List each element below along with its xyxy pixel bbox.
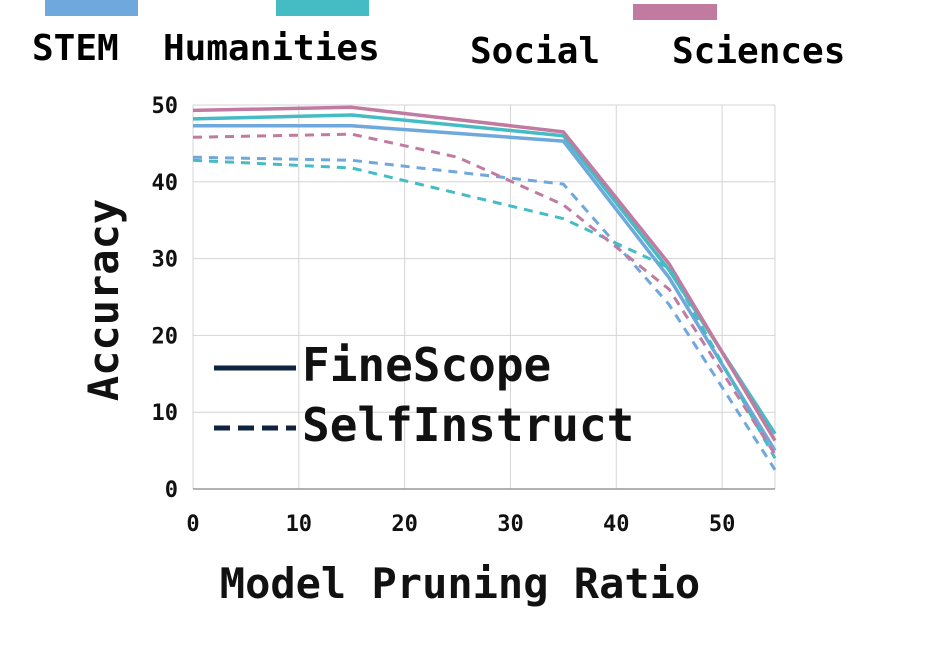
series-line-stem-selfinstruct [192, 155, 777, 471]
category-label-humanities: Humanities [163, 28, 380, 69]
y-tick-label: 50 [152, 94, 179, 119]
x-axis-label: Model Pruning Ratio [220, 559, 700, 608]
category-label-social: Social [470, 31, 600, 72]
social-sciences-swatch [633, 4, 717, 20]
y-tick-label: 40 [152, 171, 179, 196]
series-layer [192, 105, 777, 471]
y-tick-label: 30 [152, 248, 179, 273]
y-axis-label: Accuracy [79, 199, 128, 401]
category-label-stem: STEM [32, 28, 119, 69]
grid [192, 104, 776, 490]
x-tick-label: 50 [709, 512, 736, 537]
stem-swatch [45, 0, 138, 16]
method-legend: FineScope SelfInstruct [214, 338, 634, 452]
tick-labels: 0 10 20 30 40 50 0 10 20 30 40 50 [152, 94, 736, 537]
legend-label-selfinstruct: SelfInstruct [302, 398, 634, 452]
y-tick-label: 10 [152, 401, 179, 426]
series-line-social-sciences-finescope [192, 105, 777, 442]
category-legend: STEM Humanities Social Sciences [32, 0, 845, 72]
y-tick-label: 20 [152, 324, 179, 349]
x-tick-label: 40 [603, 512, 630, 537]
series-line-social-sciences-selfinstruct [192, 132, 777, 456]
category-label-sciences: Sciences [672, 31, 845, 72]
x-tick-label: 0 [186, 512, 199, 537]
x-tick-label: 10 [286, 512, 313, 537]
series-line-humanities-selfinstruct [192, 158, 777, 460]
humanities-swatch [276, 0, 369, 16]
y-tick-label: 0 [165, 478, 178, 503]
legend-label-finescope: FineScope [302, 338, 551, 392]
x-tick-label: 30 [497, 512, 524, 537]
series-line-stem-finescope [193, 123, 777, 452]
x-tick-label: 20 [391, 512, 418, 537]
